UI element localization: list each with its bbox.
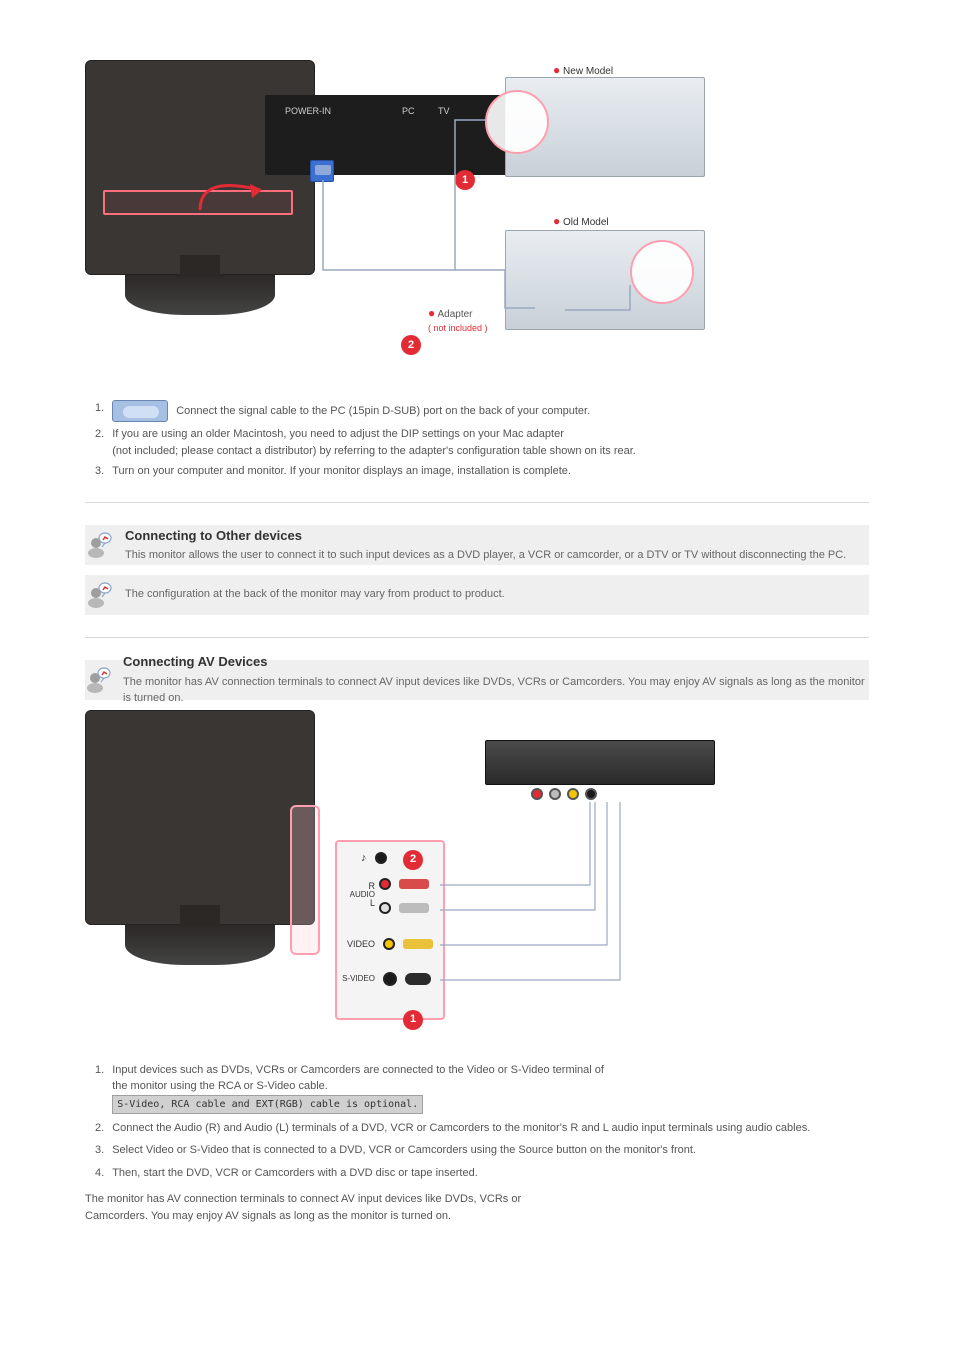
dvd-rear-ports bbox=[531, 788, 597, 800]
section-other-devices: Connecting to Other devices This monitor… bbox=[85, 525, 869, 565]
step-text: Then, start the DVD, VCR or Camcorders w… bbox=[112, 1165, 478, 1182]
svideo-jack bbox=[383, 972, 397, 986]
rca-plug-icon bbox=[399, 903, 429, 913]
step-note-box: S-Video, RCA cable and EXT(RGB) cable is… bbox=[112, 1095, 423, 1114]
step-text: Connect the Audio (R) and Audio (L) term… bbox=[112, 1120, 810, 1137]
step-4: 4. Then, start the DVD, VCR or Camcorder… bbox=[95, 1165, 869, 1182]
callout-badge-1: 1 bbox=[403, 1010, 423, 1030]
step-number: 1. bbox=[95, 400, 104, 417]
step-number: 2. bbox=[95, 426, 104, 443]
port-video bbox=[567, 788, 579, 800]
note-person-icon bbox=[85, 580, 115, 610]
label-old-model: ● Old Model bbox=[553, 212, 609, 230]
side-port-highlight bbox=[290, 805, 320, 955]
dvd-player bbox=[485, 740, 715, 785]
bottom-note: The monitor has AV connection terminals … bbox=[85, 1191, 869, 1224]
note-line: Camcorders. You may enjoy AV signals as … bbox=[85, 1208, 869, 1225]
callout-badge-1: 1 bbox=[455, 170, 475, 190]
bullet-icon: ● bbox=[553, 63, 560, 77]
label-power-in: POWER-IN bbox=[285, 105, 331, 119]
monitor-stand bbox=[125, 275, 275, 315]
label-adapter: ● Adapter ( not included ) bbox=[428, 304, 488, 336]
audio-l-jack bbox=[379, 902, 391, 914]
bullet-icon: ● bbox=[428, 306, 435, 320]
section-title: Connecting to Other devices bbox=[125, 526, 846, 546]
monitor-rear bbox=[85, 710, 315, 975]
step-text: the monitor using the RCA or S-Video cab… bbox=[112, 1080, 328, 1092]
divider bbox=[85, 502, 869, 503]
bullet-icon: ● bbox=[553, 214, 560, 228]
section-av-devices: Connecting AV Devices The monitor has AV… bbox=[85, 660, 869, 700]
label-pc: PC bbox=[402, 105, 415, 119]
step-2: 2. Connect the Audio (R) and Audio (L) t… bbox=[95, 1120, 869, 1137]
label-svideo: S-VIDEO bbox=[339, 973, 375, 985]
vga-magnifier-icon bbox=[630, 240, 694, 304]
port-svideo bbox=[585, 788, 597, 800]
pc-steps: 1. Connect the signal cable to the PC (1… bbox=[85, 400, 869, 480]
step-text: (not included; please contact a distribu… bbox=[112, 445, 636, 457]
label-tv: TV bbox=[438, 105, 450, 119]
figure-connect-pc: POWER-IN PC TV 1 2 ● New Model ● Old Mod… bbox=[85, 60, 869, 360]
callout-badge-2: 2 bbox=[403, 850, 423, 870]
step-text: Turn on your computer and monitor. If yo… bbox=[112, 463, 571, 480]
svideo-plug-icon bbox=[405, 973, 431, 985]
rca-plug-icon bbox=[403, 939, 433, 949]
step-2: 2. If you are using an older Macintosh, … bbox=[95, 426, 869, 459]
audio-r-jack bbox=[379, 878, 391, 890]
port-audio-r bbox=[531, 788, 543, 800]
figure-connect-av: ♪ R AUDIO L VIDEO S-VIDEO bbox=[85, 710, 869, 1050]
monitor-body bbox=[85, 710, 315, 925]
step-text: Input devices such as DVDs, VCRs or Camc… bbox=[112, 1064, 604, 1076]
note-person-icon bbox=[85, 665, 113, 695]
headphone-jack bbox=[375, 852, 387, 864]
vga-magnifier-icon bbox=[485, 90, 549, 154]
label-l: L bbox=[343, 899, 375, 908]
highlight-arrow-icon bbox=[190, 170, 270, 225]
step-3: 3. Select Video or S-Video that is conne… bbox=[95, 1142, 869, 1159]
step-number: 2. bbox=[95, 1120, 104, 1137]
video-jack bbox=[383, 938, 395, 950]
callout-badge-2: 2 bbox=[401, 335, 421, 355]
step-3: 3. Turn on your computer and monitor. If… bbox=[95, 463, 869, 480]
section-note-text: The configuration at the back of the mon… bbox=[125, 586, 505, 603]
step-number: 4. bbox=[95, 1165, 104, 1182]
section-title: Connecting AV Devices bbox=[123, 652, 869, 672]
av-steps: 1. Input devices such as DVDs, VCRs or C… bbox=[85, 1062, 869, 1182]
av-jack-panel: ♪ R AUDIO L VIDEO S-VIDEO bbox=[335, 840, 445, 1020]
step-text: Connect the signal cable to the PC (15pi… bbox=[176, 403, 590, 420]
headphone-icon: ♪ bbox=[361, 850, 367, 867]
divider bbox=[85, 637, 869, 638]
monitor-stand bbox=[125, 925, 275, 965]
step-number: 3. bbox=[95, 1142, 104, 1159]
step-1: 1. Input devices such as DVDs, VCRs or C… bbox=[95, 1062, 869, 1114]
vga-plug-icon bbox=[310, 160, 334, 182]
step-text: Select Video or S-Video that is connecte… bbox=[112, 1142, 696, 1159]
note-person-icon bbox=[85, 530, 115, 560]
step-text: If you are using an older Macintosh, you… bbox=[112, 428, 564, 440]
section-subtitle: This monitor allows the user to connect … bbox=[125, 547, 846, 564]
rca-plug-icon bbox=[399, 879, 429, 889]
section-config-note: The configuration at the back of the mon… bbox=[85, 575, 869, 615]
step-number: 3. bbox=[95, 463, 104, 480]
step-1: 1. Connect the signal cable to the PC (1… bbox=[95, 400, 869, 422]
section-subtitle: The monitor has AV connection terminals … bbox=[123, 674, 869, 707]
label-video: VIDEO bbox=[345, 938, 375, 952]
step-number: 1. bbox=[95, 1062, 104, 1114]
vga-connector-icon bbox=[112, 400, 168, 422]
port-audio-l bbox=[549, 788, 561, 800]
note-line: The monitor has AV connection terminals … bbox=[85, 1191, 869, 1208]
